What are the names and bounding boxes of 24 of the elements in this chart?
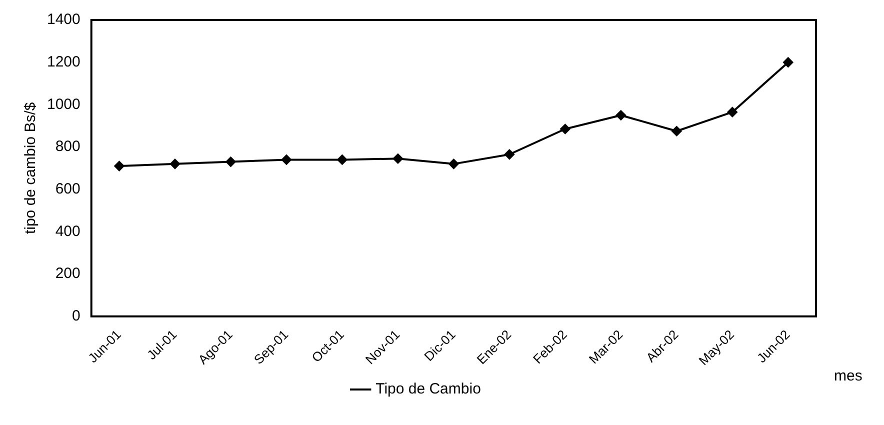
point (560, 124, 570, 134)
point (337, 154, 348, 165)
point (226, 156, 236, 167)
point (504, 149, 514, 160)
point (392, 154, 403, 164)
x-axis-title: mes (834, 367, 862, 384)
point (281, 154, 292, 165)
point (448, 158, 459, 169)
y-axis-title: tipo de cambio Bs/$ (22, 102, 40, 234)
point (616, 110, 626, 120)
point (672, 126, 682, 136)
y-tick-label: 200 (55, 265, 80, 282)
point (170, 158, 180, 169)
y-tick-label: 800 (55, 138, 80, 156)
y-tick-label: 1000 (46, 96, 80, 113)
point (114, 161, 124, 172)
legend-label: Tipo de Cambio (376, 380, 481, 398)
y-tick-label: 0 (72, 307, 80, 324)
y-tick-label: 600 (55, 180, 80, 198)
point (783, 57, 794, 68)
point (727, 107, 738, 118)
y-tick-label: 1200 (46, 53, 80, 70)
y-tick-label: 400 (55, 222, 80, 240)
y-tick-label: 1400 (46, 11, 80, 28)
